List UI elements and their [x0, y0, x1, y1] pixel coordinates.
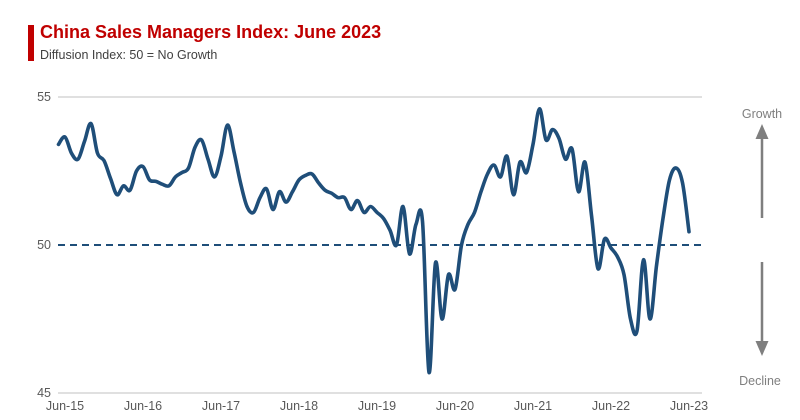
x-axis-tick-label: Jun-19: [358, 399, 396, 413]
x-axis-tick-label: Jun-21: [514, 399, 552, 413]
down-arrow-icon: [755, 341, 769, 356]
chart-header: China Sales Managers Index: June 2023 Di…: [40, 21, 381, 62]
y-axis-labels: 55 50 45: [37, 90, 51, 400]
x-axis-tick-label: Jun-16: [124, 399, 162, 413]
page-subtitle: Diffusion Index: 50 = No Growth: [40, 47, 218, 62]
x-axis-tick-label: Jun-17: [202, 399, 240, 413]
page-title: China Sales Managers Index: June 2023: [40, 22, 382, 42]
x-axis-tick-label: Jun-22: [592, 399, 630, 413]
x-axis-labels: Jun-15 Jun-16 Jun-17 Jun-18 Jun-19 Jun-20 Jun-…: [46, 399, 708, 413]
x-axis-tick-label: Jun-15: [46, 399, 84, 413]
x-axis-tick-label: Jun-18: [280, 399, 318, 413]
smi-line-series: [56, 106, 691, 375]
y-axis-tick-label: 55: [37, 90, 51, 104]
growth-label: Growth: [742, 107, 782, 121]
x-axis-tick-label: Jun-23: [670, 399, 708, 413]
y-axis-tick-label: 45: [37, 386, 51, 400]
decline-label: Decline: [739, 374, 781, 388]
title-accent-bar: [28, 25, 34, 61]
gridlines: [58, 96, 702, 394]
y-axis-tick-label: 50: [37, 238, 51, 252]
x-axis-tick-label: Jun-20: [436, 399, 474, 413]
up-arrow-icon: [755, 124, 769, 139]
growth-decline-annotations: Growth Decline: [739, 107, 782, 388]
